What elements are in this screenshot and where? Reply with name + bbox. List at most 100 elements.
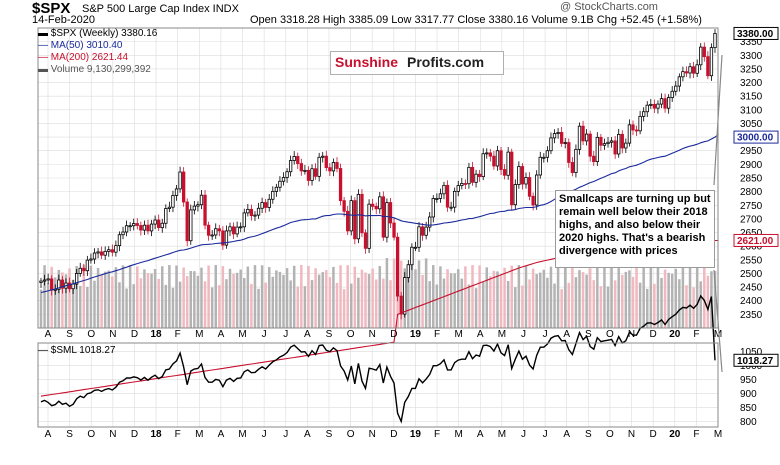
volume-bar — [89, 265, 93, 328]
brand-part2: Profits.com — [407, 54, 485, 70]
volume-bar — [175, 265, 178, 328]
volume-bar — [39, 289, 43, 328]
price-tick-label: 3050 — [740, 119, 763, 130]
volume-bar — [282, 274, 285, 328]
candle-body — [335, 162, 339, 169]
candle-body — [549, 137, 553, 152]
x-tick-label: F — [175, 429, 181, 440]
volume-bar — [478, 265, 481, 328]
candle-body — [492, 155, 496, 167]
candle-body — [574, 148, 578, 173]
price-tick-label: 2800 — [740, 187, 763, 198]
volume-bar — [310, 280, 314, 328]
legend-sml: — $SML 1018.27 — [38, 345, 115, 356]
candle-body — [499, 150, 503, 170]
candle-body — [324, 155, 328, 169]
volume-bar — [193, 271, 196, 328]
volume-bar — [61, 272, 64, 328]
volume-bar — [428, 281, 431, 328]
candle-body — [453, 190, 457, 208]
volume-bar — [64, 274, 68, 328]
volume-bar — [631, 276, 635, 328]
arrow-to-sml — [713, 269, 723, 373]
volume-bar — [353, 266, 357, 328]
candle-body — [638, 115, 642, 132]
candle-body — [666, 97, 671, 109]
volume-bar — [556, 265, 560, 328]
x-tick-label: M — [498, 429, 506, 440]
volume-bar — [157, 278, 160, 328]
candle-body — [256, 207, 261, 216]
candle-body — [681, 71, 685, 78]
candle-body — [474, 173, 478, 183]
volume-bar — [235, 272, 239, 328]
candle-body — [560, 132, 564, 144]
volume-bar — [75, 265, 78, 328]
volume-bar — [624, 271, 628, 328]
volume-bar — [139, 278, 143, 328]
sml-tick-label: 850 — [740, 403, 757, 414]
volume-bar — [278, 271, 282, 328]
x-tick-label: J — [262, 429, 267, 440]
candle-body — [691, 66, 696, 74]
volume-bar — [332, 266, 335, 328]
candle-body — [192, 205, 196, 211]
price-tick-label: 2700 — [740, 214, 763, 225]
x-tick-label: M — [714, 429, 722, 440]
legend-main: ▬ $SPX (Weekly) 3380.16 — [38, 28, 157, 39]
chart-title: $SPX — [32, 0, 71, 17]
candle-body — [328, 167, 332, 172]
annotation-box: Smallcaps are turning up but remain well… — [555, 190, 715, 268]
volume-bar — [86, 286, 89, 328]
x-tick-label: J — [283, 329, 288, 340]
x-tick-label: 18 — [151, 429, 163, 440]
price-tick-label: 2950 — [740, 146, 763, 157]
candle-body — [78, 267, 82, 274]
candle-body — [709, 47, 714, 77]
x-tick-label: D — [390, 329, 397, 340]
volume-bar — [303, 286, 307, 328]
volume-bar — [225, 279, 228, 328]
volume-bar — [250, 283, 253, 328]
volume-bar — [314, 268, 317, 328]
candle-body — [242, 212, 246, 228]
candle-body — [485, 152, 489, 155]
candle-body — [160, 222, 164, 229]
volume-bar — [553, 283, 556, 328]
volume-bar — [214, 265, 217, 328]
ohlc-summary: Open 3318.28 High 3385.09 Low 3317.77 Cl… — [250, 14, 702, 26]
candle-body — [303, 169, 307, 172]
x-tick-label: M — [454, 429, 462, 440]
x-tick-label: A — [563, 429, 570, 440]
candle-body — [114, 245, 118, 253]
candle-body — [42, 279, 47, 282]
price-tick-label: 3150 — [740, 92, 763, 103]
x-tick-label: N — [109, 429, 116, 440]
price-tick-label: 3100 — [740, 105, 763, 116]
x-tick-label: A — [563, 329, 570, 340]
chart-subtitle: S&P 500 Large Cap Index INDX — [82, 3, 239, 15]
volume-bar — [485, 267, 489, 328]
volume-bar — [471, 265, 474, 328]
volume-bar — [635, 267, 638, 328]
sml-tick-label: 900 — [740, 389, 757, 400]
candle-body — [417, 226, 421, 248]
candle-body — [463, 183, 468, 185]
candle-body — [470, 166, 475, 183]
x-tick-label: A — [218, 429, 225, 440]
candle-body — [617, 133, 621, 155]
candle-body — [174, 188, 179, 196]
volume-bar — [571, 266, 574, 328]
ma200-last-badge: 2621.00 — [737, 236, 774, 247]
volume-bar — [243, 277, 246, 328]
x-tick-label: S — [66, 329, 73, 340]
volume-bar — [606, 286, 610, 328]
candle-body — [221, 230, 225, 246]
volume-bar — [713, 270, 717, 328]
candle-body — [331, 162, 336, 172]
candle-body — [392, 222, 396, 238]
price-tick-label: 3200 — [740, 78, 763, 89]
x-tick-label: 20 — [669, 329, 681, 340]
x-tick-label: A — [304, 329, 311, 340]
candle-body — [107, 249, 111, 252]
